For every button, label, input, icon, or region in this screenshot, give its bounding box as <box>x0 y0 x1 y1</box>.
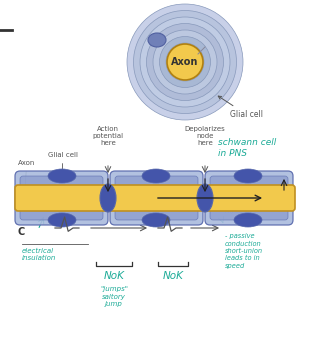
Text: "jumps"
saltory
jump: "jumps" saltory jump <box>100 286 128 307</box>
FancyBboxPatch shape <box>110 171 203 225</box>
Circle shape <box>167 44 203 80</box>
Ellipse shape <box>142 169 170 183</box>
Text: Glial cell: Glial cell <box>48 152 78 173</box>
Text: schwann cell
in PNS: schwann cell in PNS <box>218 138 276 158</box>
Text: Axon: Axon <box>171 57 199 67</box>
Ellipse shape <box>48 213 76 227</box>
Ellipse shape <box>234 213 262 227</box>
Text: - passive
conduction
short-union
leads to in
speed: - passive conduction short-union leads t… <box>225 233 263 269</box>
Circle shape <box>166 43 204 81</box>
Text: Action
potential
here: Action potential here <box>92 126 124 146</box>
FancyBboxPatch shape <box>205 171 293 225</box>
Ellipse shape <box>197 184 213 212</box>
Circle shape <box>153 30 217 94</box>
Text: electrical
insulation: electrical insulation <box>22 248 56 261</box>
Circle shape <box>160 37 210 88</box>
Text: NoK: NoK <box>162 271 184 281</box>
FancyBboxPatch shape <box>20 176 103 220</box>
Ellipse shape <box>234 169 262 183</box>
FancyBboxPatch shape <box>115 176 198 220</box>
Text: discontinuous
myelin: discontinuous myelin <box>225 201 274 214</box>
Text: Axon: Axon <box>18 160 35 187</box>
Text: C: C <box>18 227 25 237</box>
FancyBboxPatch shape <box>15 185 295 211</box>
Text: NoK: NoK <box>104 271 124 281</box>
Text: Glial cell: Glial cell <box>218 96 263 119</box>
FancyBboxPatch shape <box>15 171 108 225</box>
Circle shape <box>134 11 237 113</box>
Circle shape <box>140 17 230 107</box>
Text: Depolarizes
node
here: Depolarizes node here <box>185 126 225 146</box>
Ellipse shape <box>148 33 166 47</box>
Ellipse shape <box>142 213 170 227</box>
Ellipse shape <box>48 169 76 183</box>
Ellipse shape <box>100 184 116 212</box>
Circle shape <box>147 24 224 101</box>
Text: memu-lipid
axon pillar: memu-lipid axon pillar <box>46 199 86 212</box>
FancyBboxPatch shape <box>210 176 288 220</box>
Circle shape <box>127 4 243 120</box>
